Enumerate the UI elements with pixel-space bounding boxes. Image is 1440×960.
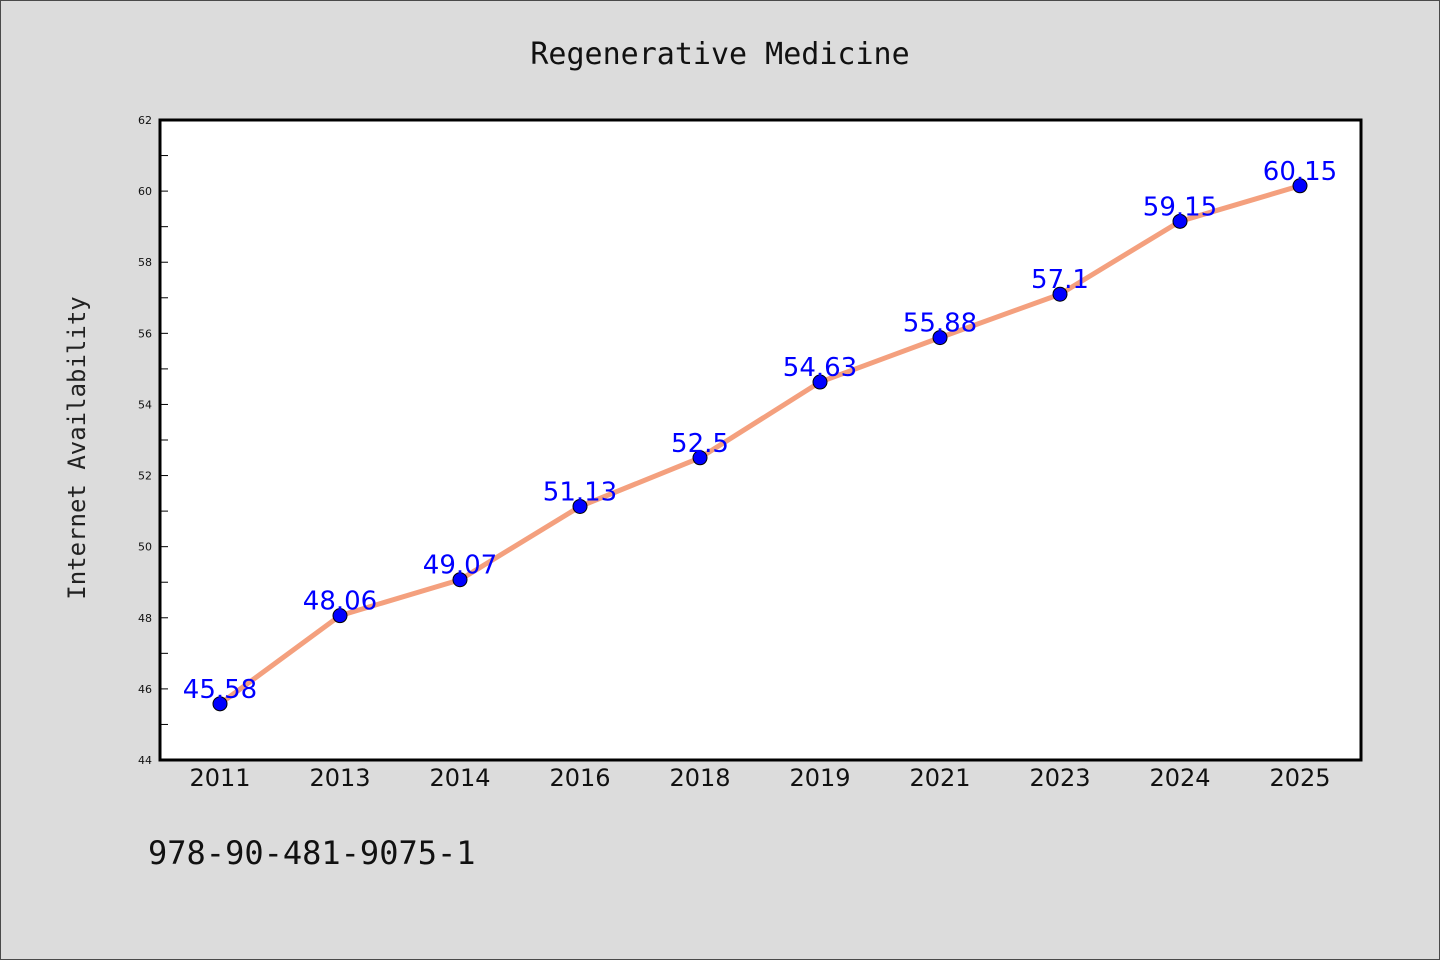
data-point	[932, 330, 948, 346]
chart-title: Regenerative Medicine	[530, 37, 909, 72]
x-tick-label: 2018	[669, 764, 730, 792]
data-labels: 45.58 48.06 49.07 51.13 52.5 54.63 55.88 57.1 59…	[183, 157, 1337, 705]
x-tick-label: 2014	[429, 764, 490, 792]
data-point	[332, 608, 348, 624]
y-tick-label: 56	[138, 327, 152, 340]
plot-area	[158, 118, 1363, 762]
x-tick-label: 2021	[909, 764, 970, 792]
x-tick-label: 2019	[789, 764, 850, 792]
x-tick-label: 2023	[1029, 764, 1090, 792]
y-tick-label: 52	[138, 470, 152, 483]
y-axis: 44 46 48 50 52 54 56 58 60 62	[138, 114, 168, 767]
y-tick-label: 48	[138, 612, 152, 625]
data-point	[452, 572, 468, 588]
y-tick-label: 62	[138, 114, 152, 127]
data-label: 49.07	[423, 551, 497, 581]
data-point	[1292, 178, 1308, 194]
y-tick-label: 50	[138, 541, 152, 554]
data-label: 45.58	[183, 675, 257, 705]
x-axis: 2011 2013 2014 2016 2018 2019 2021 2023 2024 2025	[189, 764, 1330, 792]
data-point	[212, 696, 228, 712]
y-tick-label: 58	[138, 256, 152, 269]
data-label: 60.15	[1263, 157, 1337, 187]
isbn-footer: 978-90-481-9075-1	[148, 834, 476, 872]
x-tick-label: 2024	[1149, 764, 1210, 792]
x-tick-label: 2011	[189, 764, 250, 792]
data-label: 57.1	[1031, 265, 1089, 295]
data-point	[692, 450, 708, 466]
x-tick-label: 2016	[549, 764, 610, 792]
data-label: 51.13	[543, 477, 617, 507]
data-point	[812, 374, 828, 390]
y-tick-label: 46	[138, 683, 152, 696]
data-point	[1172, 213, 1188, 229]
data-label: 52.5	[671, 429, 729, 459]
y-tick-label: 44	[138, 754, 152, 767]
series-markers	[212, 178, 1308, 712]
series-line	[217, 183, 1303, 707]
y-tick-label: 54	[138, 398, 152, 411]
data-point	[572, 498, 588, 514]
y-tick-label: 60	[138, 185, 152, 198]
data-label: 54.63	[783, 353, 857, 383]
data-label: 55.88	[903, 309, 977, 339]
data-label: 59.15	[1143, 192, 1217, 222]
x-tick-label: 2013	[309, 764, 370, 792]
x-tick-label: 2025	[1269, 764, 1330, 792]
y-axis-label: Internet Availability	[63, 296, 91, 599]
data-point	[1052, 286, 1068, 302]
data-label: 48.06	[303, 587, 377, 617]
